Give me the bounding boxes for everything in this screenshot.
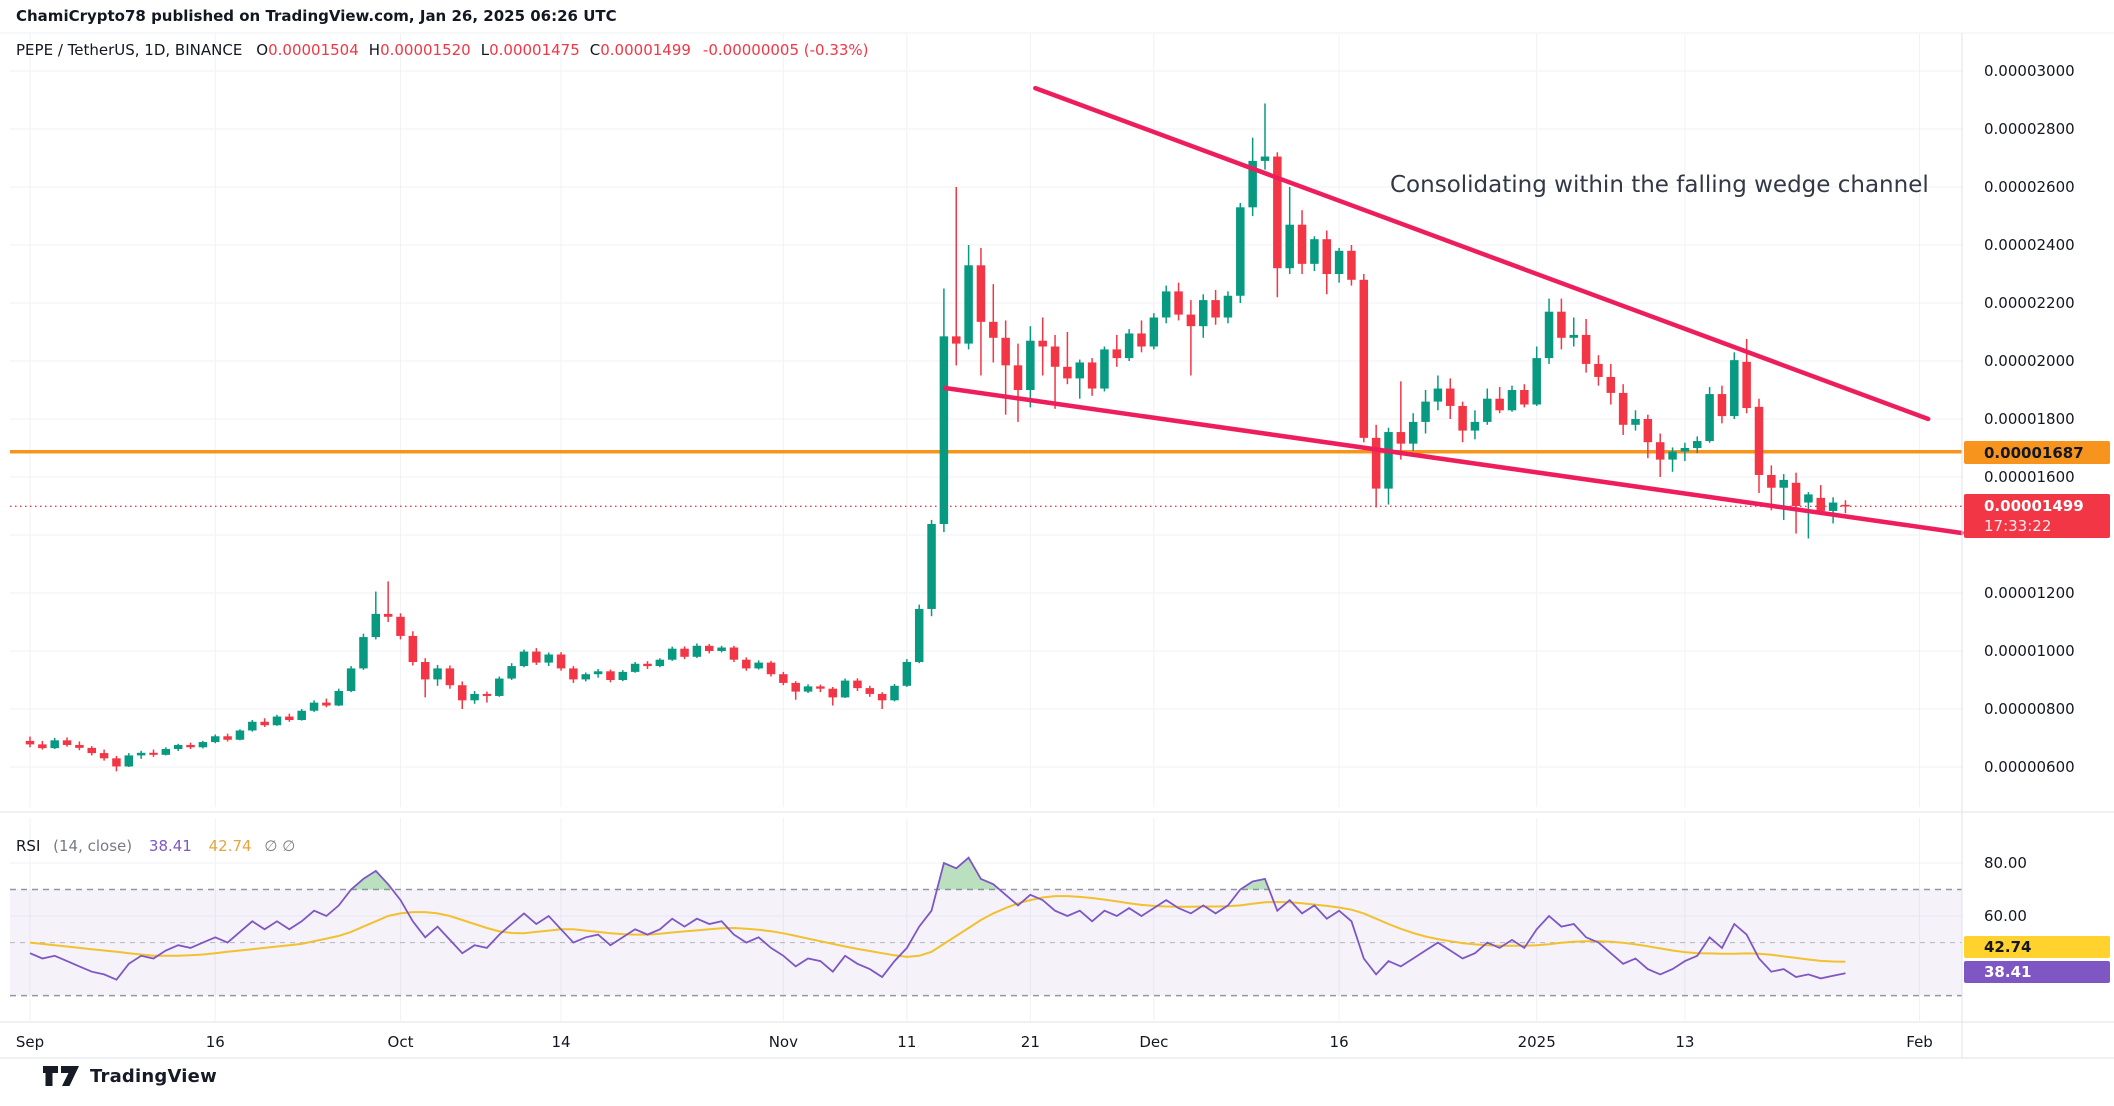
- rsi-ma-badge: 42.74: [1964, 936, 2110, 958]
- rsi-value: 38.41: [148, 837, 192, 855]
- svg-text:Sep: Sep: [16, 1033, 44, 1051]
- svg-text:0.00001000: 0.00001000: [1984, 642, 2075, 660]
- footer-brand: TradingView: [42, 1063, 217, 1089]
- rsi-ma-value: 42.74: [208, 837, 252, 855]
- svg-text:Nov: Nov: [769, 1033, 798, 1051]
- svg-text:0.00002600: 0.00002600: [1984, 178, 2075, 196]
- rsi-legend: RSI (14, close) 38.41 42.74 ∅ ∅: [16, 837, 295, 855]
- svg-text:14: 14: [552, 1033, 571, 1051]
- symbol-legend: PEPE / TetherUS, 1D, BINANCE O0.00001504 H…: [16, 41, 869, 59]
- svg-text:0.00002200: 0.00002200: [1984, 294, 2075, 312]
- price-level-badge-orange: 0.00001687: [1964, 441, 2110, 464]
- svg-text:0.00002800: 0.00002800: [1984, 120, 2075, 138]
- svg-text:0.00001200: 0.00001200: [1984, 584, 2075, 602]
- svg-text:60.00: 60.00: [1984, 907, 2027, 925]
- rsi-title: RSI: [16, 837, 41, 855]
- svg-text:16: 16: [206, 1033, 225, 1051]
- svg-text:11: 11: [897, 1033, 916, 1051]
- tradingview-logo-icon: [43, 1066, 79, 1086]
- rsi-params: (14, close): [53, 837, 133, 855]
- svg-text:0.00002400: 0.00002400: [1984, 236, 2075, 254]
- svg-text:0.00000600: 0.00000600: [1984, 758, 2075, 776]
- svg-text:16: 16: [1330, 1033, 1349, 1051]
- svg-text:13: 13: [1675, 1033, 1694, 1051]
- svg-text:Dec: Dec: [1139, 1033, 1168, 1051]
- last-price-badge: 0.00001499 17:33:22: [1964, 494, 2110, 538]
- published-header: ChamiCrypto78 published on TradingView.c…: [16, 7, 617, 25]
- svg-text:Oct: Oct: [388, 1033, 414, 1051]
- rsi-empty-inputs: ∅ ∅: [264, 837, 296, 855]
- svg-text:0.00001800: 0.00001800: [1984, 410, 2075, 428]
- svg-text:0.00001600: 0.00001600: [1984, 468, 2075, 486]
- change-value: -0.00000005 (-0.33%): [702, 41, 869, 59]
- svg-text:21: 21: [1021, 1033, 1040, 1051]
- svg-text:80.00: 80.00: [1984, 854, 2027, 872]
- svg-text:0.00003000: 0.00003000: [1984, 62, 2075, 80]
- svg-text:Feb: Feb: [1906, 1033, 1933, 1051]
- ohlc-values: O0.00001504 H0.00001520 L0.00001475 C0.0000…: [256, 41, 691, 59]
- svg-text:0.00000800: 0.00000800: [1984, 700, 2075, 718]
- bar-countdown: 17:33:22: [1984, 517, 2052, 535]
- svg-text:2025: 2025: [1518, 1033, 1556, 1051]
- rsi-badge: 38.41: [1964, 961, 2110, 983]
- symbol-title: PEPE / TetherUS, 1D, BINANCE: [16, 41, 243, 59]
- wedge-annotation: Consolidating within the falling wedge c…: [1390, 172, 1929, 198]
- svg-text:0.00002000: 0.00002000: [1984, 352, 2075, 370]
